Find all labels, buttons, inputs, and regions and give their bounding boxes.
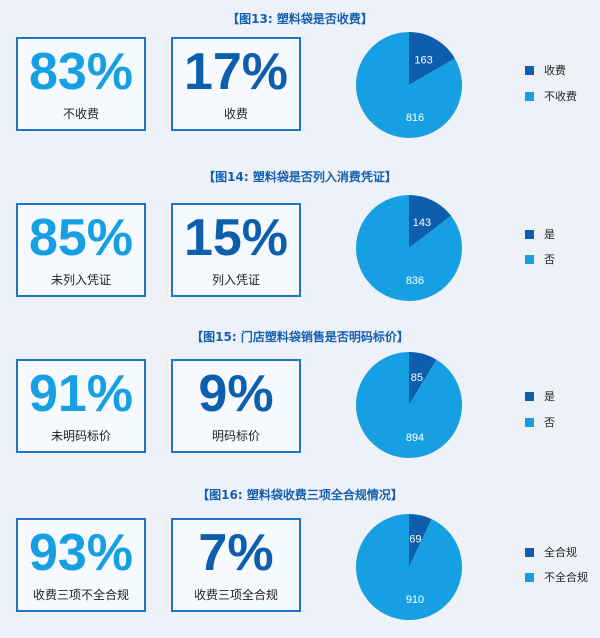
stat-box-secondary: 17% 收费 <box>171 37 301 131</box>
legend-label: 全合规 <box>544 546 577 559</box>
stat-percent: 83% <box>28 43 134 101</box>
stat-box-primary: 83% 不收费 <box>16 37 146 131</box>
legend-item-dark: 收费 <box>525 64 600 78</box>
stat-percent: 9% <box>198 365 274 423</box>
pie-slice-否 <box>356 195 462 301</box>
stat-label: 明码标价 <box>211 429 260 443</box>
stat-box-primary: 91% 未明码标价 <box>16 359 146 453</box>
legend-item-dark: 是 <box>525 228 600 242</box>
legend-label: 是 <box>544 390 555 403</box>
stat-percent: 91% <box>28 365 134 423</box>
stat-box-primary: 93% 收费三项不全合规 <box>16 518 146 612</box>
legend-label: 不全合规 <box>544 571 588 584</box>
pie-value-label: 163 <box>414 55 432 67</box>
legend-swatch <box>525 230 534 239</box>
legend-item-light: 不全合规 <box>525 571 600 585</box>
pie-slice-收费 <box>409 32 455 85</box>
legend-item-dark: 全合规 <box>525 546 600 560</box>
pie-chart: 163 816 <box>356 32 462 138</box>
pie-chart: 85 894 <box>356 352 462 458</box>
stat-box-secondary: 15% 列入凭证 <box>171 203 301 297</box>
legend-swatch <box>525 66 534 75</box>
stat-percent: 15% <box>183 209 289 267</box>
legend-item-light: 否 <box>525 416 600 430</box>
legend-swatch <box>525 392 534 401</box>
pie-slice-否 <box>356 352 462 458</box>
chart-panel-14: 【图14: 塑料袋是否列入消费凭证】 85% 未列入凭证 15% 列入凭证 14… <box>0 168 600 320</box>
stat-box-primary: 85% 未列入凭证 <box>16 203 146 297</box>
stat-label: 未明码标价 <box>50 429 111 443</box>
stat-box-secondary: 7% 收费三项全合规 <box>171 518 301 612</box>
pie-slice-是 <box>409 195 452 248</box>
legend-swatch <box>525 573 534 582</box>
legend-swatch <box>525 418 534 427</box>
chart-title: 【图15: 门店塑料袋销售是否明码标价】 <box>191 330 409 344</box>
pie-chart: 69 910 <box>356 514 462 620</box>
stat-label: 未列入凭证 <box>50 273 111 287</box>
chart-title: 【图14: 塑料袋是否列入消费凭证】 <box>203 170 397 184</box>
pie-value-label: 85 <box>411 372 423 384</box>
stat-percent: 17% <box>183 43 289 101</box>
stat-label: 不收费 <box>62 107 99 121</box>
stat-percent: 7% <box>198 524 274 582</box>
legend-item-light: 否 <box>525 253 600 267</box>
chart-panel-13: 【图13: 塑料袋是否收费】 83% 不收费 17% 收费 163 816 收费 … <box>0 10 600 162</box>
pie-slice-是 <box>409 352 437 405</box>
pie-chart: 143 836 <box>356 195 462 301</box>
stat-label: 收费三项不全合规 <box>32 588 129 602</box>
legend-swatch <box>525 548 534 557</box>
pie-value-label: 143 <box>413 217 431 229</box>
legend-label: 不收费 <box>544 90 577 103</box>
pie-value-label: 836 <box>406 275 424 287</box>
chart-panel-16: 【图16: 塑料袋收费三项全合规情况】 93% 收费三项不全合规 7% 收费三项… <box>0 486 600 638</box>
legend-label: 否 <box>544 253 555 266</box>
stat-label: 收费三项全合规 <box>193 588 278 602</box>
legend-label: 否 <box>544 416 555 429</box>
pie-slice-不全合规 <box>356 514 462 620</box>
stat-label: 列入凭证 <box>211 273 260 287</box>
pie-value-label: 816 <box>406 112 424 124</box>
chart-panel-15: 【图15: 门店塑料袋销售是否明码标价】 91% 未明码标价 9% 明码标价 8… <box>0 328 600 480</box>
legend-label: 是 <box>544 228 555 241</box>
legend-swatch <box>525 92 534 101</box>
pie-slice-不收费 <box>356 32 462 138</box>
stat-box-secondary: 9% 明码标价 <box>171 359 301 453</box>
pie-value-label: 910 <box>406 594 424 606</box>
stat-percent: 85% <box>28 209 134 267</box>
stat-percent: 93% <box>28 524 134 582</box>
stat-label: 收费 <box>223 107 248 121</box>
chart-title: 【图16: 塑料袋收费三项全合规情况】 <box>197 488 403 502</box>
legend-label: 收费 <box>544 64 566 77</box>
legend-swatch <box>525 255 534 264</box>
legend-item-dark: 是 <box>525 390 600 404</box>
chart-title: 【图13: 塑料袋是否收费】 <box>227 12 373 26</box>
pie-slice-全合规 <box>409 514 432 567</box>
pie-value-label: 69 <box>409 534 421 546</box>
legend-item-light: 不收费 <box>525 90 600 104</box>
pie-value-label: 894 <box>406 432 424 444</box>
